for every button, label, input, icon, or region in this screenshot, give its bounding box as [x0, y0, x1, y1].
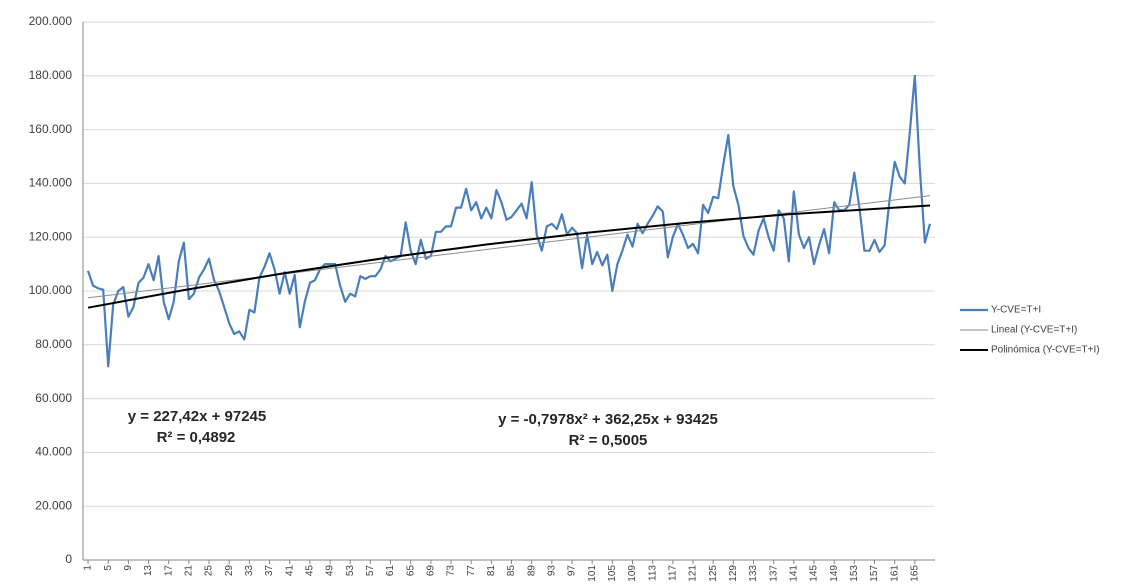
x-tick-label: 97: [567, 565, 578, 577]
y-tick-label: 0: [65, 552, 72, 566]
y-tick-label: 140.000: [29, 176, 73, 190]
series-line: [87, 204, 931, 309]
y-tick-label: 80.000: [35, 337, 72, 351]
legend-label: Polinómica (Y-CVE=T+I): [991, 345, 1100, 356]
x-tick-label: 41: [284, 565, 295, 577]
x-tick-label: 165: [909, 565, 920, 582]
y-tick-label: 120.000: [29, 229, 73, 243]
x-tick-label: 77: [466, 565, 477, 577]
x-tick-label: 117: [667, 565, 678, 581]
x-tick-label: 9: [123, 565, 134, 571]
x-tick-label: 109: [627, 565, 638, 582]
x-tick-label: 49: [325, 565, 336, 577]
x-tick-label: 141: [788, 565, 799, 582]
x-tick-label: 161: [889, 565, 900, 582]
x-tick-label: 145: [809, 565, 820, 582]
x-tick-label: 105: [607, 565, 618, 582]
x-tick-label: 29: [224, 565, 235, 577]
legend-label: Lineal (Y-CVE=T+I): [991, 325, 1077, 336]
x-tick-label: 5: [103, 565, 114, 571]
x-tick-label: 45: [305, 565, 316, 577]
series-line: [87, 195, 931, 299]
x-tick-label: 21: [184, 565, 195, 577]
x-tick-label: 85: [506, 565, 517, 577]
x-tick-label: 25: [204, 565, 215, 577]
x-tick-label: 69: [425, 565, 436, 577]
y-tick-label: 200.000: [29, 14, 73, 28]
x-tick-label: 129: [728, 565, 739, 582]
y-tick-label: 40.000: [35, 445, 72, 459]
series-line: [86, 74, 932, 368]
x-tick-label: 17: [163, 565, 174, 577]
x-tick-label: 121: [688, 565, 699, 582]
x-tick-label: 1: [83, 565, 94, 571]
x-tick-label: 89: [526, 565, 537, 577]
y-tick-label: 20.000: [35, 498, 72, 512]
x-tick-label: 153: [849, 565, 860, 582]
x-tick-label: 53: [345, 565, 356, 577]
x-tick-label: 133: [748, 565, 759, 582]
y-tick-label: 160.000: [29, 122, 73, 136]
x-tick-label: 37: [264, 565, 275, 577]
x-tick-label: 57: [365, 565, 376, 577]
x-tick-label: 81: [486, 565, 497, 577]
x-tick-label: 61: [385, 565, 396, 577]
x-tick-label: 13: [143, 565, 154, 577]
x-tick-label: 113: [647, 565, 658, 581]
x-tick-label: 93: [546, 565, 557, 577]
x-tick-label: 65: [405, 565, 416, 577]
trend-equation: R² = 0,5005: [569, 432, 648, 449]
x-tick-label: 73: [446, 565, 457, 577]
x-tick-label: 125: [708, 565, 719, 582]
y-tick-label: 60.000: [35, 391, 72, 405]
y-tick-label: 180.000: [29, 68, 73, 82]
y-tick-label: 100.000: [29, 283, 73, 297]
legend-label: Y-CVE=T+I: [991, 305, 1041, 316]
x-tick-label: 33: [244, 565, 255, 577]
x-tick-label: 137: [768, 565, 779, 582]
x-tick-label: 157: [869, 565, 880, 582]
x-tick-label: 149: [829, 565, 840, 582]
trend-equation: y = -0,7978x² + 362,25x + 93425: [498, 411, 718, 428]
trend-equation: R² = 0,4892: [157, 429, 236, 446]
trend-equation: y = 227,42x + 97245: [128, 408, 266, 425]
x-tick-label: 101: [587, 565, 598, 582]
